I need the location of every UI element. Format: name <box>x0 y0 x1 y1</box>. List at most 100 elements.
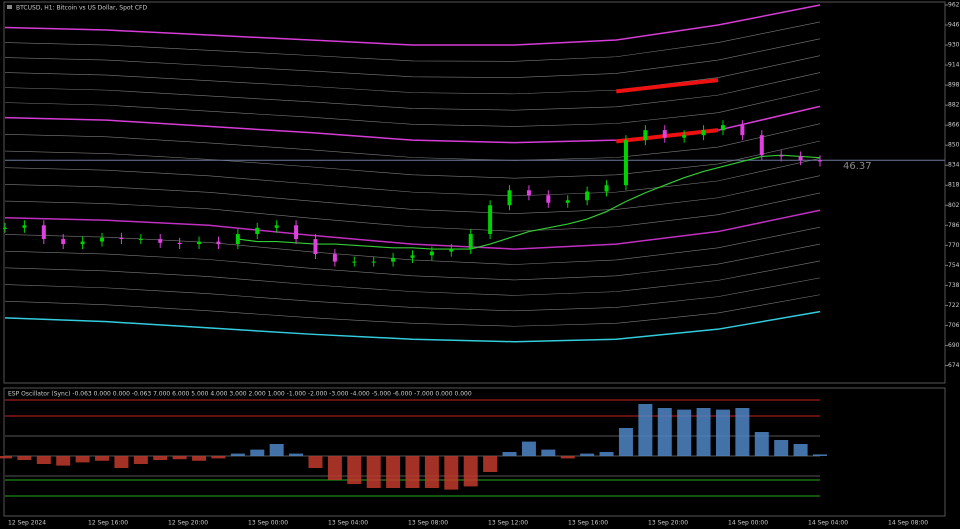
envelope-line <box>4 158 821 197</box>
y-tick-label: 818 <box>948 182 960 189</box>
oscillator-bar <box>289 453 304 456</box>
candle <box>662 130 667 138</box>
oscillator-bar <box>560 456 575 459</box>
annotation: 46.37 <box>843 161 872 172</box>
y-tick-label: 914 <box>948 62 960 69</box>
candle <box>22 225 27 228</box>
envelope-line <box>4 21 821 62</box>
oscillator-bar <box>17 456 32 460</box>
oscillator-bar <box>774 440 789 456</box>
candle <box>371 261 376 263</box>
oscillator-bar <box>580 453 595 456</box>
candle <box>216 241 221 245</box>
band-line <box>4 209 821 250</box>
main-frame <box>3 1 946 384</box>
x-tick-label: 13 Sep 04:00 <box>328 520 368 527</box>
oscillator-bar <box>327 456 342 480</box>
candle <box>488 205 493 235</box>
oscillator-bar <box>75 456 90 463</box>
candle <box>818 160 822 162</box>
y-tick-label: 850 <box>948 142 960 149</box>
envelope-line <box>4 277 821 312</box>
y-tick-label: 962 <box>948 2 960 9</box>
candle <box>41 225 46 240</box>
y-tick-label: 834 <box>948 162 960 169</box>
candle <box>429 251 434 256</box>
candle <box>294 225 299 240</box>
moving-average <box>237 154 821 250</box>
envelope-line <box>4 175 821 214</box>
y-tick-label: 738 <box>948 282 960 289</box>
y-tick-label: 754 <box>948 262 960 269</box>
oscillator-bar <box>483 456 498 472</box>
y-tick-label: 690 <box>948 342 960 349</box>
envelope-line <box>4 55 821 95</box>
x-tick-label: 13 Sep 08:00 <box>408 520 448 527</box>
oscillator-bar <box>463 456 478 487</box>
candle <box>682 135 687 138</box>
oscillator-bar <box>347 456 362 484</box>
band-line <box>4 310 821 343</box>
envelope-line <box>4 260 821 296</box>
candle <box>158 239 163 243</box>
oscillator-bar <box>95 456 110 461</box>
oscillator-bar <box>114 456 129 468</box>
candle <box>313 239 318 255</box>
oscillator-bar <box>793 444 808 456</box>
oscillator-title: ESP Oscillator (Sync) -0.063 0.000 0.000… <box>8 391 472 398</box>
oscillator-bar <box>502 452 517 456</box>
oscillator-bar <box>230 453 245 456</box>
sub-frame <box>3 387 946 517</box>
candle <box>740 125 745 136</box>
oscillator-bar <box>153 456 168 460</box>
oscillator-bar <box>250 449 265 456</box>
x-tick-label: 13 Sep 16:00 <box>568 520 608 527</box>
candle <box>604 185 609 192</box>
x-tick-label: 13 Sep 20:00 <box>648 520 688 527</box>
y-tick-label: 930 <box>948 42 960 49</box>
envelope-line <box>4 140 821 179</box>
oscillator-bar <box>56 456 71 466</box>
oscillator-bar <box>211 456 226 459</box>
y-tick-label: 946 <box>948 22 960 29</box>
candle <box>565 200 570 203</box>
candle <box>643 130 648 141</box>
band-line <box>616 128 719 144</box>
oscillator-bar <box>366 456 381 488</box>
candle <box>138 239 143 241</box>
candle <box>274 225 279 228</box>
band-line <box>616 78 719 94</box>
candle <box>720 125 725 131</box>
y-tick-label: 770 <box>948 242 960 249</box>
oscillator-bar <box>677 409 692 456</box>
y-tick-label: 674 <box>948 362 960 369</box>
y-tick-label: 706 <box>948 322 960 329</box>
candle <box>332 254 337 262</box>
candle <box>352 261 357 263</box>
x-tick-label: 14 Sep 04:00 <box>808 520 848 527</box>
envelope-line <box>4 243 821 281</box>
candle <box>100 237 105 242</box>
candle <box>3 227 7 229</box>
oscillator-bar <box>638 404 653 456</box>
candle <box>119 237 124 240</box>
oscillator-bar <box>172 456 187 460</box>
candle <box>61 239 66 245</box>
oscillator-bar <box>133 456 148 464</box>
candle <box>507 190 512 206</box>
candle <box>701 130 706 136</box>
candle <box>759 135 764 156</box>
envelope-line <box>4 294 821 327</box>
candle <box>197 241 202 245</box>
x-tick-label: 13 Sep 00:00 <box>248 520 288 527</box>
y-tick-label: 898 <box>948 82 960 89</box>
oscillator-bar <box>715 409 730 456</box>
candle <box>585 191 590 201</box>
y-tick-label: 866 <box>948 122 960 129</box>
candle <box>779 155 784 157</box>
oscillator-bar <box>754 432 769 456</box>
x-tick-label: 12 Sep 20:00 <box>168 520 208 527</box>
oscillator-bar <box>444 456 459 490</box>
